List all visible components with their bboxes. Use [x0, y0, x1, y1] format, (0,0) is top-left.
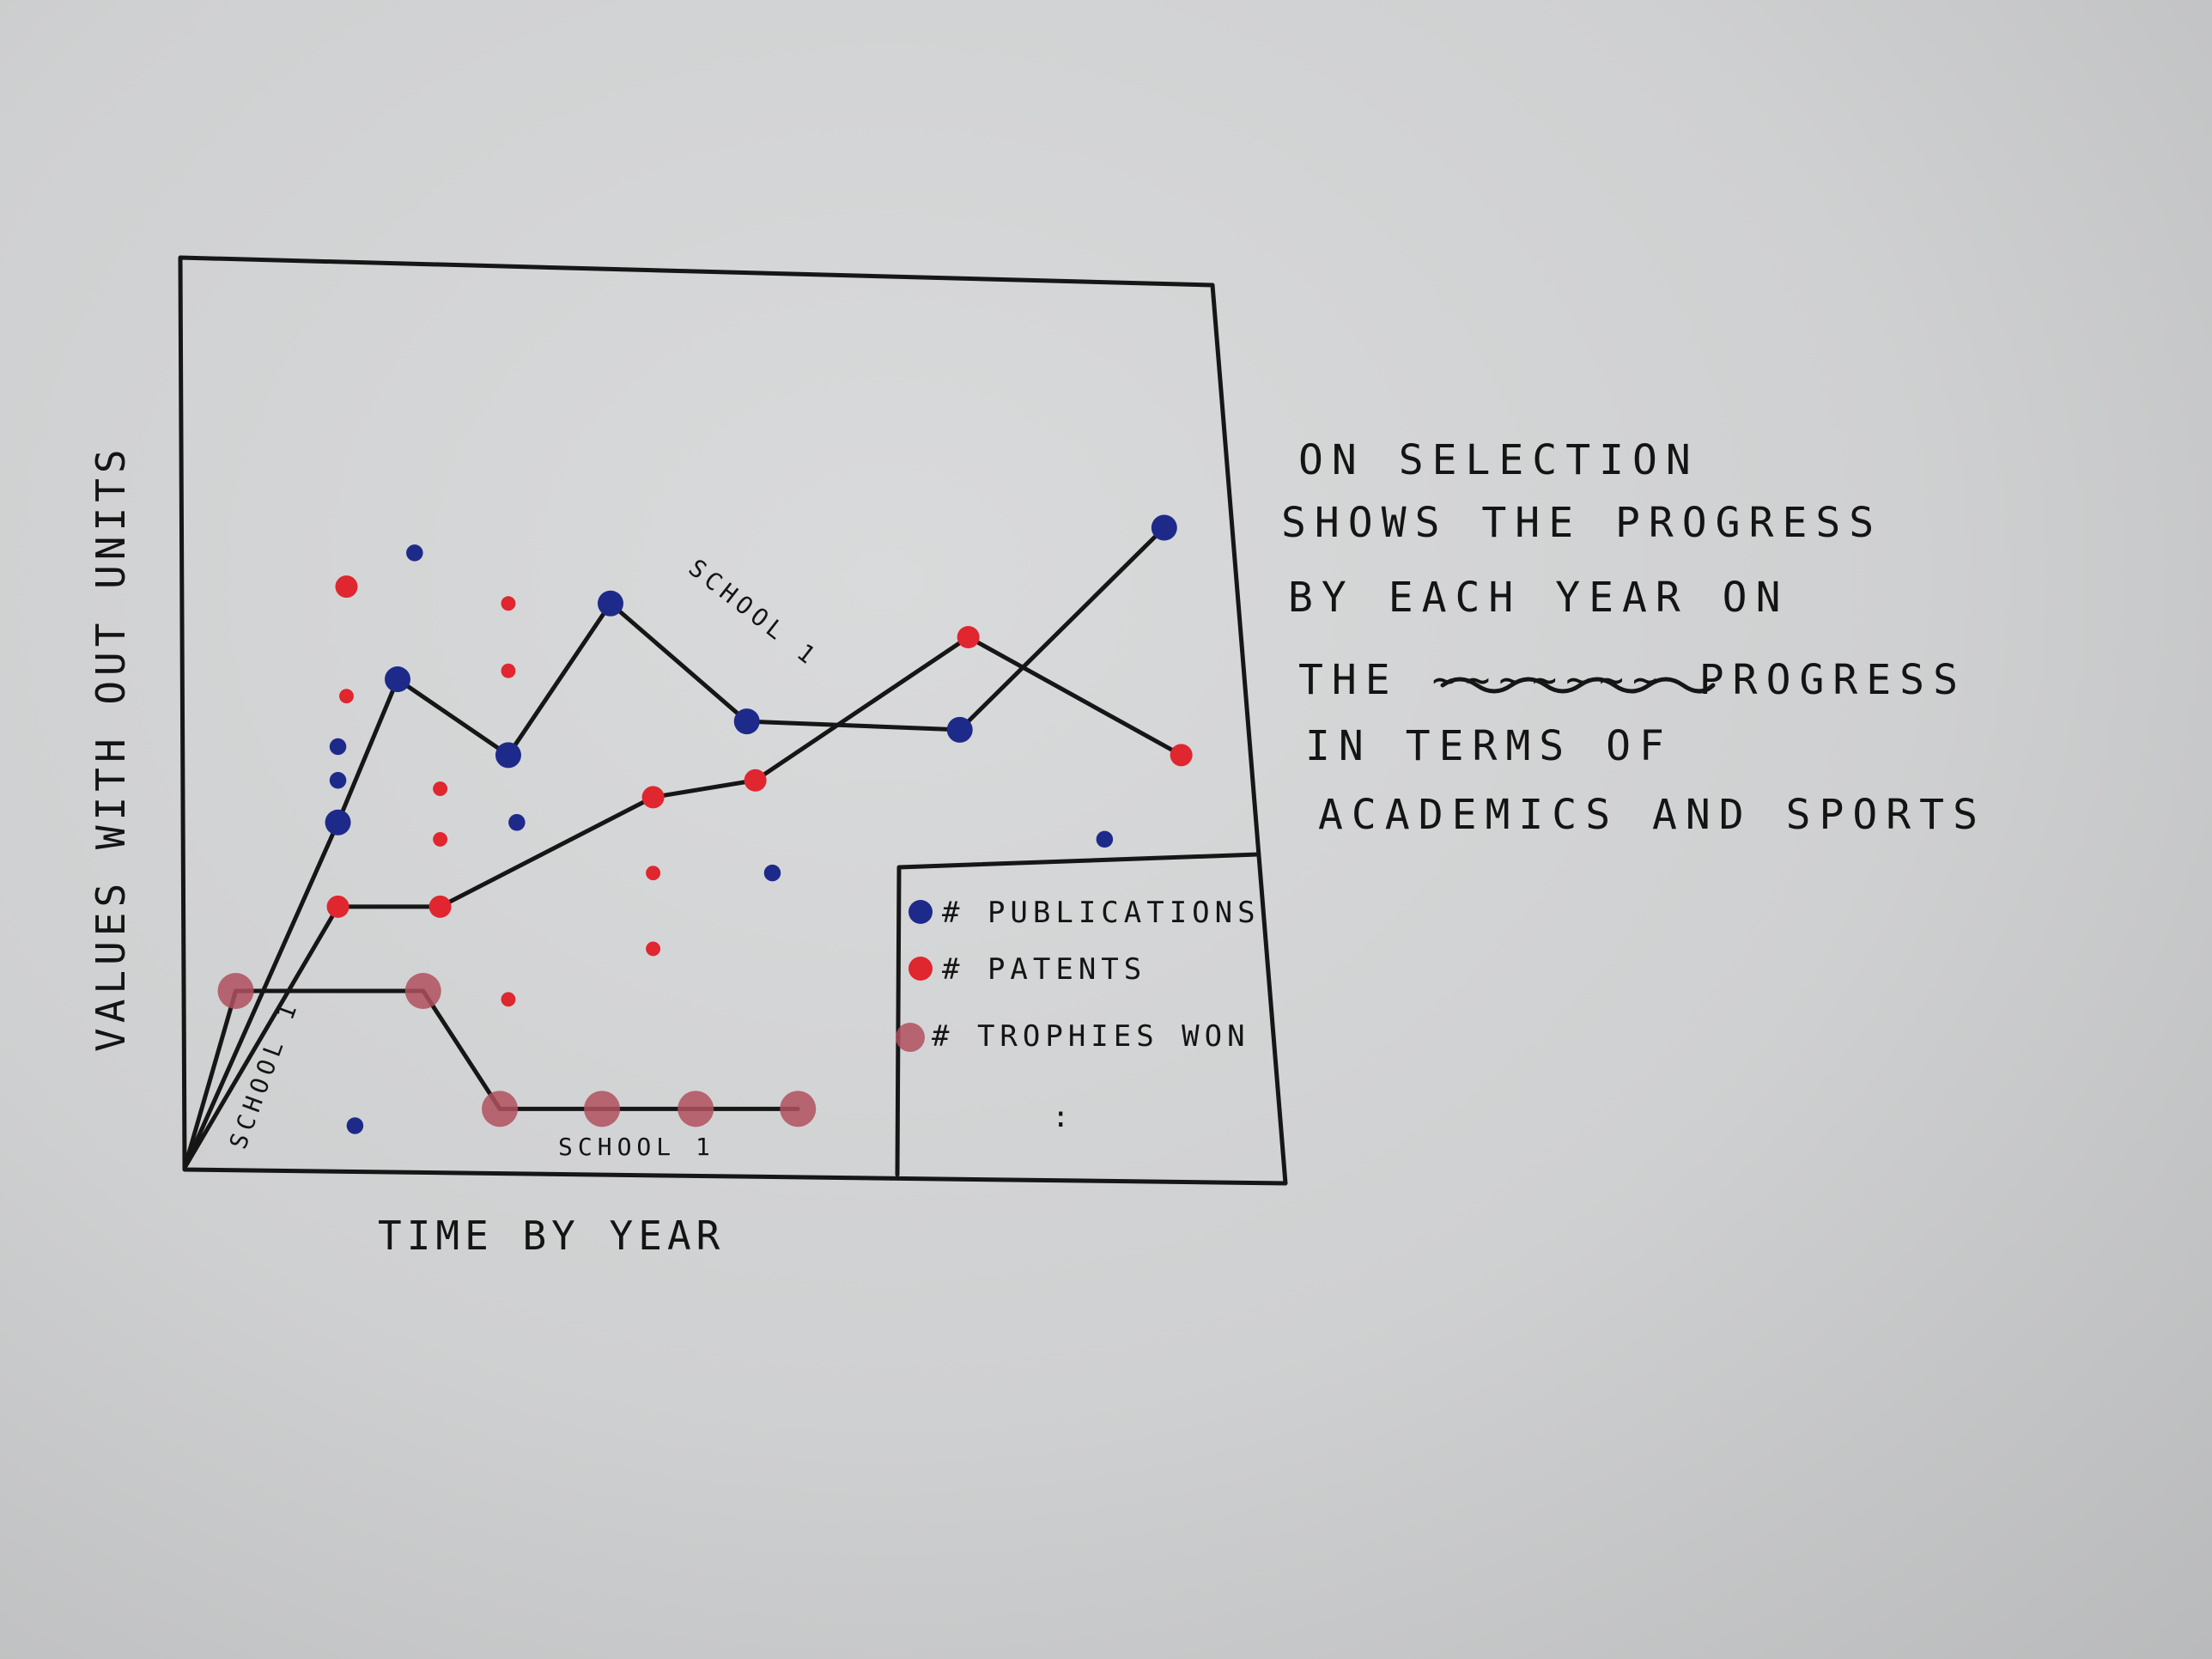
data-point-patents[interactable] [501, 663, 516, 678]
y-axis-label: VALUES WITH OUT UNITS [88, 444, 134, 1052]
data-point-trophies-won[interactable] [482, 1091, 519, 1127]
plot-frame [178, 255, 1288, 1186]
legend-item-trophies[interactable]: # TROPHIES WON [896, 1019, 1250, 1054]
data-point-patents[interactable] [326, 895, 349, 918]
data-point-publications[interactable] [329, 772, 347, 789]
data-point-patents[interactable] [957, 626, 980, 648]
data-point-trophies-won[interactable] [404, 973, 441, 1009]
legend: # PUBLICATIONS # PATENTS # TROPHIES WON … [896, 896, 1261, 1134]
series-line-publications[interactable] [182, 525, 1167, 1170]
legend-label-trophies: # TROPHIES WON [932, 1019, 1250, 1054]
data-point-publications[interactable] [406, 544, 423, 562]
legend-swatch-patents [908, 957, 933, 981]
data-point-publications[interactable] [733, 708, 760, 735]
data-point-patents[interactable] [744, 769, 767, 792]
data-point-patents[interactable] [335, 575, 358, 599]
data-point-trophies-won[interactable] [217, 973, 254, 1009]
data-points [217, 514, 1193, 1134]
legend-item-patents[interactable]: # PATENTS [908, 952, 1146, 987]
note-line-2: SHOWS THE PROGRESS [1281, 499, 1882, 547]
strike-scribble [1440, 677, 1716, 694]
data-point-publications[interactable] [763, 864, 781, 882]
note-line-1: ON SELECTION [1298, 436, 1699, 484]
data-point-patents[interactable] [501, 596, 516, 611]
series-tag-patents: SCHOOL 1 [224, 995, 305, 1152]
data-point-publications[interactable] [495, 742, 521, 769]
data-point-patents[interactable] [646, 866, 661, 881]
data-point-trophies-won[interactable] [584, 1091, 621, 1127]
legend-label-patents: # PATENTS [942, 952, 1146, 987]
data-point-publications[interactable] [508, 814, 526, 831]
series-tag-trophies: SCHOOL 1 [558, 1133, 715, 1161]
note-line-5: IN TERMS OF [1305, 722, 1673, 770]
note-line-3: BY EACH YEAR ON [1288, 574, 1789, 622]
data-point-patents[interactable] [433, 831, 448, 847]
data-point-patents[interactable] [641, 786, 665, 809]
data-point-publications[interactable] [346, 1117, 364, 1134]
annotation-note: ON SELECTION SHOWS THE PROGRESS BY EACH … [1281, 436, 1986, 839]
data-point-patents[interactable] [433, 781, 448, 797]
series-tags: SCHOOL 1 SCHOOL 1 SCHOOL 1 [224, 554, 825, 1161]
data-point-patents[interactable] [428, 895, 452, 918]
legend-ellipsis: : [1052, 1100, 1074, 1134]
data-point-publications[interactable] [1096, 830, 1114, 848]
data-point-publications[interactable] [385, 666, 410, 693]
note-line-4: THE ~~~~~~~ PROGRESS [1298, 656, 1966, 704]
data-point-publications[interactable] [325, 809, 351, 836]
data-point-publications[interactable] [946, 716, 973, 743]
legend-item-publications[interactable]: # PUBLICATIONS [908, 896, 1261, 930]
legend-label-publications: # PUBLICATIONS [942, 896, 1261, 930]
data-point-patents[interactable] [646, 941, 661, 957]
x-axis-label: TIME BY YEAR [378, 1212, 725, 1259]
series-lines [182, 525, 1184, 1170]
data-point-publications[interactable] [1151, 514, 1177, 541]
data-point-patents[interactable] [339, 689, 354, 704]
legend-box [895, 852, 1261, 1177]
data-point-patents[interactable] [1170, 744, 1193, 767]
legend-swatch-publications [908, 900, 933, 924]
data-point-publications[interactable] [598, 590, 623, 617]
data-point-trophies-won[interactable] [678, 1091, 714, 1127]
legend-swatch-trophies [896, 1023, 925, 1052]
data-point-publications[interactable] [329, 738, 347, 756]
data-point-patents[interactable] [501, 992, 516, 1007]
series-tag-publications: SCHOOL 1 [684, 554, 824, 673]
data-point-trophies-won[interactable] [780, 1091, 817, 1127]
note-line-6: ACADEMICS AND SPORTS [1318, 791, 1986, 839]
